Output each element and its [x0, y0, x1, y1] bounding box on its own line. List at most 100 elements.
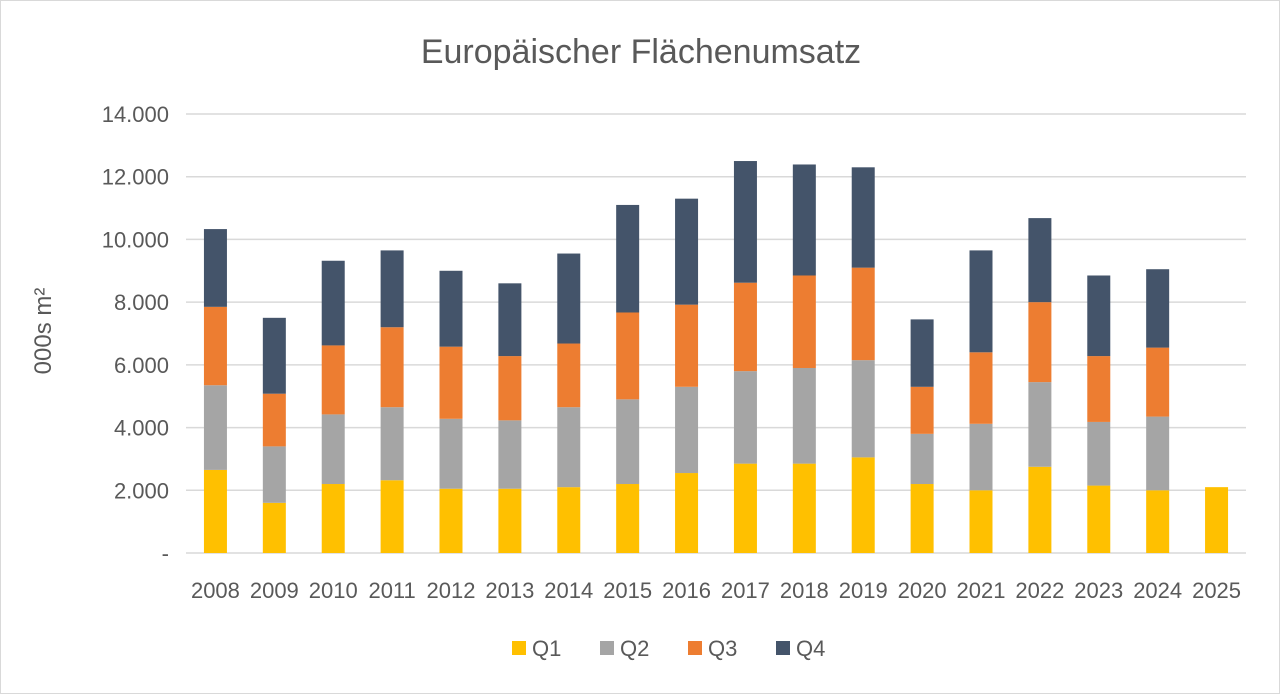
x-tick-label: 2013 — [485, 578, 534, 603]
bar-q2-2015 — [616, 399, 640, 485]
bar-q1-2019 — [851, 457, 875, 553]
y-tick-label: 10.000 — [102, 227, 169, 252]
bar-q4-2018 — [792, 164, 816, 276]
bar-q2-2014 — [557, 407, 581, 488]
y-axis-label: 000s m² — [30, 288, 57, 375]
bar-q2-2008 — [203, 385, 227, 470]
bar-q2-2017 — [733, 371, 757, 464]
bar-q4-2014 — [557, 253, 581, 344]
bar-q1-2014 — [557, 487, 581, 553]
bar-q3-2017 — [733, 282, 757, 372]
bar-q3-2011 — [380, 327, 404, 408]
bar-q4-2024 — [1146, 269, 1170, 348]
bar-q1-2023 — [1087, 485, 1111, 553]
x-tick-label: 2025 — [1192, 578, 1241, 603]
bar-q4-2013 — [498, 283, 522, 357]
bar-q3-2010 — [321, 345, 345, 415]
x-tick-label: 2008 — [191, 578, 240, 603]
bar-q2-2018 — [792, 367, 816, 464]
x-tick-label: 2017 — [721, 578, 770, 603]
bar-q4-2015 — [616, 204, 640, 313]
bar-q2-2023 — [1087, 421, 1111, 486]
bar-q1-2017 — [733, 463, 757, 553]
bar-q2-2012 — [439, 418, 463, 489]
bar-q2-2020 — [910, 433, 934, 485]
x-tick-label: 2010 — [309, 578, 358, 603]
bar-q3-2009 — [262, 393, 286, 447]
bar-q4-2010 — [321, 260, 345, 346]
bar-q2-2019 — [851, 360, 875, 458]
bar-q1-2012 — [439, 488, 463, 553]
bar-q2-2011 — [380, 407, 404, 481]
bar-q4-2017 — [733, 161, 757, 283]
x-tick-label: 2024 — [1133, 578, 1182, 603]
legend-swatch-q2 — [600, 641, 614, 655]
x-tick-label: 2011 — [368, 578, 415, 603]
chart-title: Europäischer Flächenumsatz — [421, 33, 861, 71]
legend-label: Q4 — [796, 636, 825, 661]
bar-q4-2021 — [969, 250, 993, 353]
bar-q4-2023 — [1087, 275, 1111, 357]
y-tick-label: 14.000 — [102, 102, 169, 127]
bar-q4-2019 — [851, 167, 875, 268]
bar-q1-2024 — [1146, 490, 1170, 553]
bar-q2-2024 — [1146, 416, 1170, 491]
bar-q3-2022 — [1028, 302, 1052, 383]
bar-q2-2009 — [262, 446, 286, 503]
bar-q2-2010 — [321, 414, 345, 485]
bar-q3-2012 — [439, 346, 463, 419]
bar-q3-2008 — [203, 306, 227, 386]
bar-q1-2013 — [498, 488, 522, 553]
bar-q4-2016 — [675, 198, 699, 305]
x-axis-ticks: 2008 2009 2010 2011 2012 2013 2014 2015 2016 2017… — [191, 578, 1241, 603]
legend-label: Q3 — [708, 636, 737, 661]
x-tick-label: 2019 — [839, 578, 888, 603]
bar-q3-2021 — [969, 352, 993, 424]
bar-q3-2020 — [910, 386, 934, 434]
legend-swatch-q3 — [688, 641, 702, 655]
legend: Q1 Q2 Q3 Q4 — [512, 636, 825, 661]
bar-q3-2014 — [557, 343, 581, 408]
bar-q2-2013 — [498, 420, 522, 489]
y-tick-label: 4.000 — [114, 416, 169, 441]
x-tick-label: 2015 — [603, 578, 652, 603]
x-tick-label: 2009 — [250, 578, 299, 603]
legend-label: Q1 — [532, 636, 561, 661]
bar-q1-2018 — [792, 463, 816, 553]
bar-q3-2016 — [675, 304, 699, 387]
bar-q2-2021 — [969, 423, 993, 491]
bar-q1-2020 — [910, 484, 934, 553]
y-tick-label: 2.000 — [114, 478, 169, 503]
legend-swatch-q4 — [776, 641, 790, 655]
bar-q2-2022 — [1028, 382, 1052, 467]
bar-q1-2010 — [321, 484, 345, 553]
y-tick-label: 6.000 — [114, 353, 169, 378]
y-tick-label: 12.000 — [102, 165, 169, 190]
legend-label: Q2 — [620, 636, 649, 661]
bar-q3-2013 — [498, 356, 522, 421]
x-tick-label: 2018 — [780, 578, 829, 603]
bar-q1-2009 — [262, 502, 286, 553]
x-tick-label: 2020 — [898, 578, 947, 603]
bar-q1-2008 — [203, 469, 227, 553]
y-tick-label: - — [162, 541, 169, 566]
bar-q3-2015 — [616, 312, 640, 400]
x-tick-label: 2023 — [1074, 578, 1123, 603]
bar-q3-2024 — [1146, 347, 1170, 417]
legend-swatch-q1 — [512, 641, 526, 655]
x-tick-label: 2021 — [957, 578, 1006, 603]
bar-q4-2009 — [262, 317, 286, 394]
bar-q4-2022 — [1028, 218, 1052, 303]
x-tick-label: 2016 — [662, 578, 711, 603]
bar-q4-2012 — [439, 270, 463, 347]
bars — [203, 161, 1229, 553]
bar-q4-2020 — [910, 319, 934, 387]
bar-q3-2018 — [792, 275, 816, 368]
bar-q1-2022 — [1028, 466, 1052, 553]
bar-q4-2011 — [380, 250, 404, 328]
x-tick-label: 2022 — [1015, 578, 1064, 603]
x-tick-label: 2014 — [544, 578, 593, 603]
gridlines — [186, 113, 1246, 554]
